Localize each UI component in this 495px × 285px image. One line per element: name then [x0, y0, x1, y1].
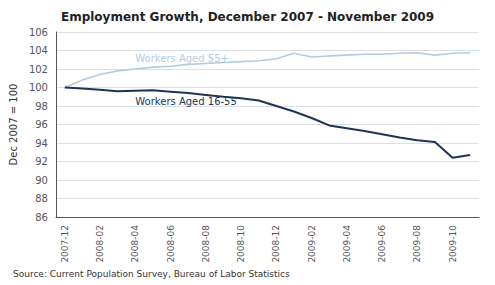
svg-text:Employment Growth, December 20: Employment Growth, December 2007 - Novem… — [61, 10, 434, 24]
svg-text:2008-12: 2008-12 — [271, 225, 281, 263]
svg-text:2008-04: 2008-04 — [130, 225, 140, 263]
svg-text:90: 90 — [35, 175, 48, 186]
svg-text:2008-06: 2008-06 — [166, 225, 176, 263]
svg-text:88: 88 — [35, 193, 48, 204]
svg-text:2009-10: 2009-10 — [448, 225, 458, 263]
svg-text:2009-04: 2009-04 — [342, 225, 352, 263]
svg-text:104: 104 — [29, 45, 48, 56]
svg-text:86: 86 — [35, 212, 48, 223]
svg-text:98: 98 — [35, 101, 48, 112]
svg-text:2007-12: 2007-12 — [60, 225, 70, 263]
svg-text:106: 106 — [29, 27, 48, 38]
svg-text:2009-08: 2009-08 — [412, 225, 422, 263]
svg-text:2009-02: 2009-02 — [307, 225, 317, 263]
svg-text:Source: Current Population Sur: Source: Current Population Survey, Burea… — [13, 269, 290, 279]
svg-text:94: 94 — [35, 138, 48, 149]
svg-text:Workers Aged 55+: Workers Aged 55+ — [135, 53, 229, 64]
svg-text:2008-02: 2008-02 — [95, 225, 105, 263]
svg-text:96: 96 — [35, 119, 48, 130]
svg-text:2009-06: 2009-06 — [377, 225, 387, 263]
svg-text:92: 92 — [35, 156, 48, 167]
svg-text:2008-10: 2008-10 — [236, 225, 246, 263]
svg-text:Workers Aged 16-55: Workers Aged 16-55 — [135, 96, 237, 107]
svg-text:2008-08: 2008-08 — [201, 225, 211, 263]
svg-text:100: 100 — [29, 82, 48, 93]
svg-text:Dec 2007 = 100: Dec 2007 = 100 — [8, 84, 19, 166]
svg-text:102: 102 — [29, 64, 48, 75]
